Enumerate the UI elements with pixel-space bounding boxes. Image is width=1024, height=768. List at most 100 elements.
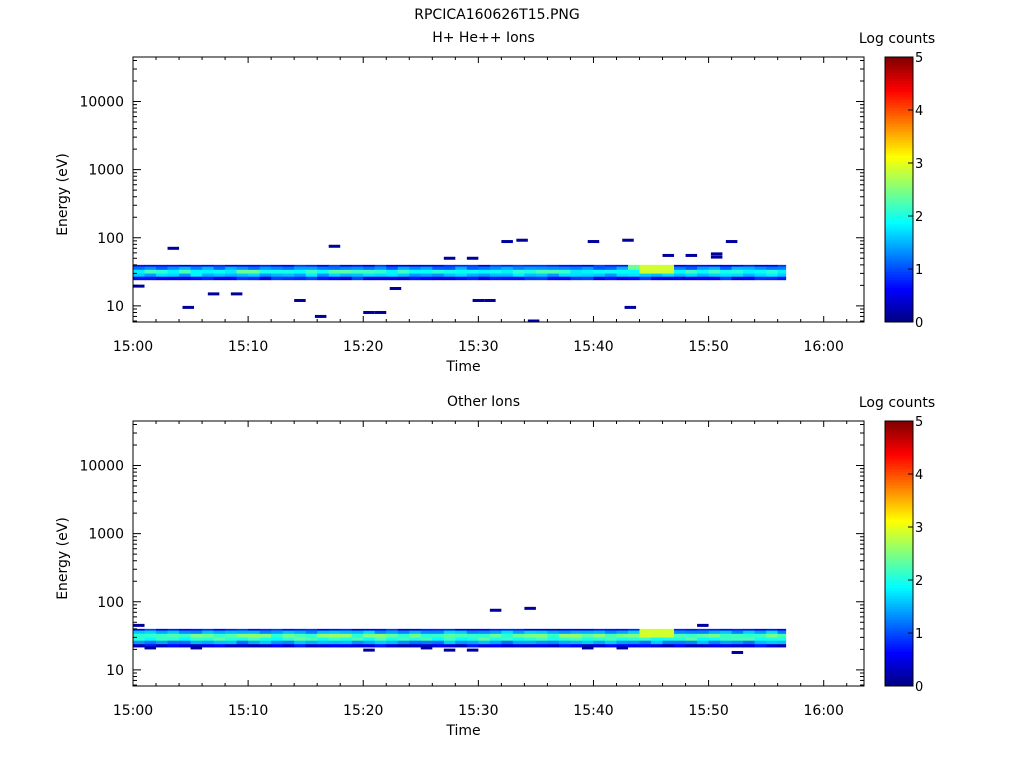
colorbar-segment <box>885 282 913 286</box>
heatmap-cell <box>651 643 663 648</box>
heatmap-cell <box>466 630 479 634</box>
heatmap-cell <box>754 276 767 281</box>
heatmap-cell <box>271 269 284 274</box>
heatmap-cell <box>639 276 652 281</box>
heatmap-cell <box>351 266 364 270</box>
heatmap-cell <box>593 266 606 270</box>
heatmap-cell <box>397 276 410 281</box>
y-tick-label: 10000 <box>79 459 124 475</box>
colorbar-segment <box>885 57 913 61</box>
heatmap-cell <box>328 640 341 645</box>
heatmap-cell <box>604 273 617 277</box>
heatmap-cell <box>455 269 468 274</box>
heatmap-cell <box>363 630 376 634</box>
colorbar-segment <box>885 292 913 296</box>
heatmap-cell <box>363 640 376 645</box>
heatmap-cell <box>731 633 744 638</box>
heatmap-cell <box>455 637 468 641</box>
heatmap-cell <box>616 640 629 645</box>
heatmap-cell <box>317 273 330 277</box>
heatmap-cell <box>524 273 537 277</box>
colorbar-segment <box>885 91 913 95</box>
heatmap-cell <box>512 643 525 648</box>
colorbar-segment <box>885 625 913 629</box>
heatmap-cell <box>651 269 663 274</box>
colorbar-segment <box>885 123 913 127</box>
heatmap-cell <box>455 266 468 270</box>
heatmap-cell <box>478 269 491 274</box>
heatmap-cell <box>616 266 629 270</box>
heatmap-cell <box>674 264 686 267</box>
heatmap-cell <box>731 276 744 281</box>
heatmap-cell <box>144 640 157 645</box>
heatmap-cell <box>466 633 479 638</box>
heatmap-cell <box>558 273 571 277</box>
heatmap-cell <box>236 637 249 641</box>
heatmap-cell <box>604 630 617 634</box>
heatmap-cell <box>581 273 594 277</box>
heatmap-cell <box>202 273 214 277</box>
colorbar-segment <box>885 271 913 275</box>
heatmap-cell <box>443 269 456 274</box>
heatmap-cell <box>558 628 571 631</box>
heatmap-cell <box>420 628 433 631</box>
colorbar-segment <box>885 527 913 531</box>
heatmap-cell <box>225 628 238 631</box>
heatmap-cell <box>363 633 376 638</box>
heatmap-point <box>133 623 145 627</box>
heatmap-cell <box>144 633 157 638</box>
colorbar-segment <box>885 226 913 230</box>
heatmap-cell <box>317 643 330 648</box>
colorbar-segment <box>885 606 913 610</box>
heatmap-cell <box>674 269 686 274</box>
heatmap-cell <box>420 273 433 277</box>
colorbar-segment <box>885 646 913 650</box>
heatmap-cell <box>628 643 640 648</box>
heatmap-cell <box>616 276 629 281</box>
colorbar-segment <box>885 245 913 249</box>
heatmap-cell <box>616 633 629 638</box>
heatmap-cell <box>179 269 191 274</box>
heatmap-cell <box>294 266 307 270</box>
colorbar-segment <box>885 72 913 77</box>
x-axis-label: Time <box>445 723 480 739</box>
plot-frame <box>132 420 865 687</box>
heatmap-cell <box>581 643 594 648</box>
heatmap-cell <box>271 630 284 634</box>
colorbar-segment <box>885 497 913 501</box>
heatmap-cell <box>697 273 709 277</box>
heatmap-cell <box>328 276 341 281</box>
heatmap-cell <box>524 643 537 648</box>
heatmap-cell <box>144 628 157 631</box>
heatmap-cell <box>754 640 767 645</box>
heatmap-cell <box>225 630 238 634</box>
heatmap-cell <box>248 628 261 631</box>
heatmap-cell <box>294 264 307 267</box>
heatmap-point <box>472 298 485 302</box>
heatmap-cell <box>616 273 629 277</box>
heatmap-data <box>133 606 787 654</box>
colorbar-segment <box>885 471 913 475</box>
heatmap-point <box>489 608 502 612</box>
heatmap-point <box>144 646 157 650</box>
colorbar-segment <box>885 500 913 504</box>
y-tick-label: 10 <box>106 663 124 679</box>
heatmap-cell <box>374 269 387 274</box>
colorbar-segment <box>885 229 913 233</box>
heatmap-cell <box>248 633 261 638</box>
heatmap-cell <box>547 637 560 641</box>
heatmap-cell <box>674 273 686 277</box>
heatmap-cell <box>777 266 787 270</box>
heatmap-cell <box>202 633 214 638</box>
y-tick-label: 10000 <box>79 95 124 111</box>
heatmap-cell <box>236 643 249 648</box>
colorbar-segment <box>885 481 913 486</box>
heatmap-cell <box>708 269 721 274</box>
heatmap-cell <box>743 266 756 270</box>
heatmap-cell <box>708 266 721 270</box>
heatmap-cell <box>512 637 525 641</box>
colorbar-segment <box>885 290 913 294</box>
heatmap-cell <box>282 264 295 267</box>
heatmap-cell <box>282 630 295 634</box>
colorbar-segment <box>885 133 913 137</box>
